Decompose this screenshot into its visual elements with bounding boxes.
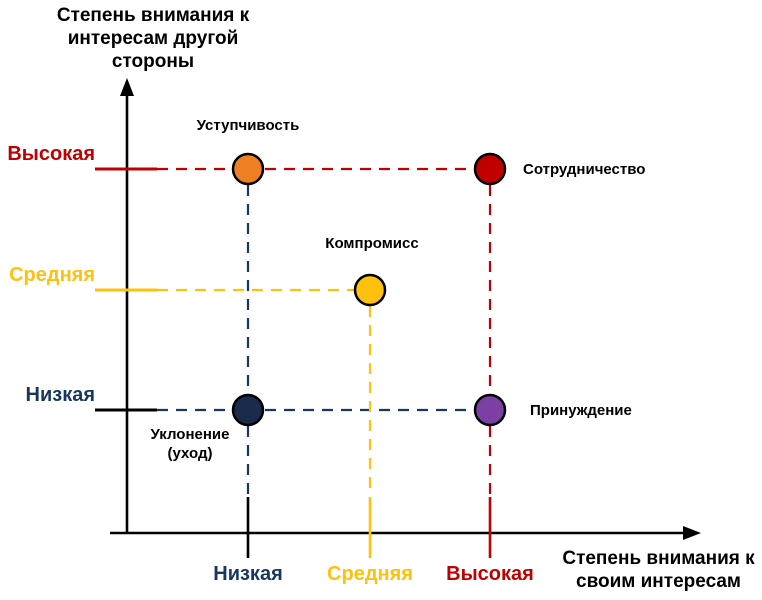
point-label-collaboration: Сотрудничество (523, 161, 646, 178)
x-tick-mid: Средняя (327, 563, 413, 585)
y-tick-low: Низкая (25, 384, 95, 406)
point-label-compromise: Компромисс (325, 235, 419, 252)
point-marker-0 (231, 152, 265, 186)
point-marker-2 (353, 273, 387, 307)
point-marker-4 (473, 393, 507, 427)
x-axis-title: Степень внимания к своим интересам (562, 548, 755, 592)
y-tick-mid: Средняя (9, 264, 95, 286)
point-marker-1 (473, 152, 507, 186)
point-marker-3 (231, 393, 265, 427)
point-label-avoidance: Уклонение (уход) (150, 426, 230, 462)
point-label-accommodation: Уступчивость (196, 117, 300, 134)
x-tick-low: Низкая (213, 563, 283, 585)
y-axis-arrow-icon (120, 78, 134, 96)
x-tick-high: Высокая (446, 563, 534, 585)
x-axis-arrow-icon (683, 526, 701, 540)
y-tick-high: Высокая (7, 143, 95, 165)
y-axis-title: Степень внимания к интересам другой стор… (56, 5, 250, 72)
point-label-coercion: Принуждение (530, 402, 632, 419)
